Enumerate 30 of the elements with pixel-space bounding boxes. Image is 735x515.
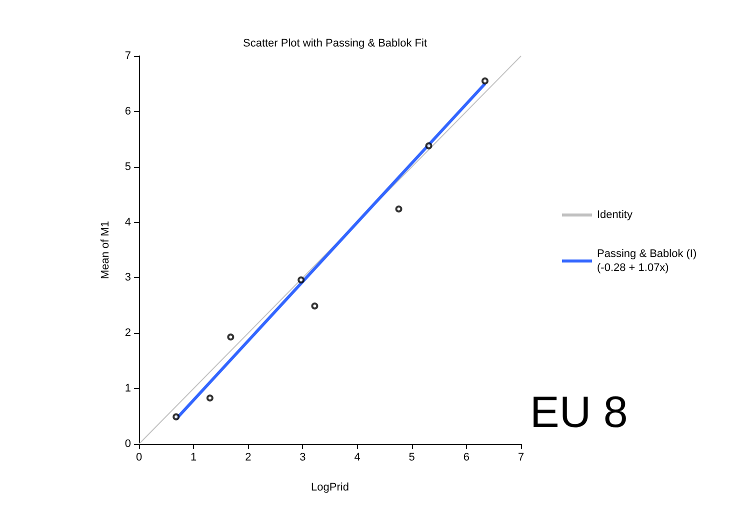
x-tick-label: 7: [518, 452, 524, 464]
x-tick-label: 0: [136, 452, 142, 464]
point: [481, 77, 488, 84]
point: [172, 413, 180, 420]
x-axis-title: LogPrid: [311, 482, 349, 494]
x-tick-label: 1: [190, 452, 197, 464]
y-tick-label: 1: [124, 382, 131, 395]
y-tick-label: 7: [124, 50, 131, 62]
x-tick-label: 2: [245, 452, 252, 464]
text: EU 8: [530, 388, 628, 438]
y-tick-label: 3: [124, 272, 131, 284]
point: [311, 302, 318, 310]
x-tick-label: 4: [354, 452, 360, 464]
point: [227, 334, 234, 341]
x-tick-label: 6: [463, 452, 470, 464]
point: [425, 142, 432, 150]
x-tick-label: 3: [300, 452, 306, 464]
y-tick-label: 6: [124, 105, 131, 118]
point: [298, 276, 305, 284]
y-tick-label: 2: [124, 327, 131, 340]
y-axis-title: Mean of M1: [100, 220, 112, 280]
x-tick-label: 5: [408, 452, 415, 464]
y-tick-label: 5: [124, 160, 131, 173]
point: [395, 205, 402, 212]
legend-label: Identity: [597, 209, 633, 221]
y-tick-label: 0: [124, 438, 131, 450]
chart-title: Scatter Plot with Passing & Bablok Fit: [242, 38, 428, 50]
point: [206, 394, 214, 402]
legend-label: Passing & Bablok (I) (-0.28 + 1.07x): [597, 248, 697, 274]
y-tick-label: 4: [124, 216, 131, 228]
